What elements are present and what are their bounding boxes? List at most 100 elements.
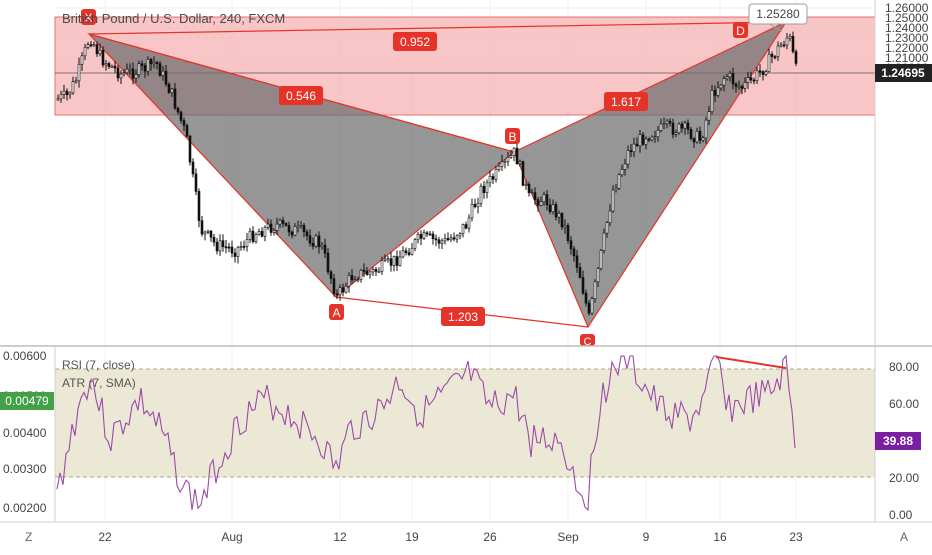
candle-body — [566, 225, 570, 241]
candle-body — [425, 232, 429, 235]
candle-body — [311, 242, 315, 247]
candle-body — [548, 204, 552, 213]
auto-scale-button[interactable]: A — [900, 530, 909, 544]
zoom-corner-button[interactable]: Z — [25, 530, 33, 544]
candle-body — [260, 231, 264, 237]
candle-body — [347, 275, 351, 287]
candle-body — [209, 230, 213, 238]
price-tick-label: 1.23000 — [885, 31, 929, 45]
candle-body — [59, 94, 63, 100]
candle-body — [794, 51, 798, 64]
ratio-label-ac: 1.203 — [441, 307, 485, 326]
candle-body — [416, 234, 420, 240]
candle-body — [437, 239, 441, 244]
svg-text:1.617: 1.617 — [611, 95, 641, 109]
candle-body — [623, 163, 627, 170]
candle-body — [731, 73, 735, 85]
atr-indicator-label[interactable]: ATR (7, SMA) — [62, 376, 136, 390]
candle-body — [716, 87, 720, 96]
rsi-tick-label: 80.00 — [889, 360, 919, 374]
candle-body — [170, 88, 174, 93]
candle-body — [215, 241, 219, 252]
rsi-tick-label: 0.00 — [889, 508, 913, 522]
candle-body — [332, 278, 336, 295]
candle-body — [545, 194, 549, 206]
time-tick-label: Aug — [221, 530, 242, 544]
candle-body — [494, 168, 498, 180]
candle-body — [104, 63, 108, 66]
candle-body — [374, 269, 378, 272]
candle-body — [359, 269, 363, 280]
candle-body — [770, 53, 774, 57]
candle-body — [722, 78, 726, 86]
candle-body — [440, 240, 444, 244]
candle-body — [206, 230, 210, 233]
candle-body — [143, 65, 147, 72]
candle-body — [197, 191, 201, 221]
candle-body — [533, 192, 537, 200]
candle-body — [257, 231, 261, 235]
candle-body — [242, 245, 246, 248]
candle-body — [626, 150, 630, 165]
rsi-indicator-label[interactable]: RSI (7, close) — [62, 358, 135, 372]
candle-body — [254, 234, 258, 242]
candle-body — [596, 268, 600, 283]
candle-body — [455, 235, 459, 240]
candle-body — [422, 232, 426, 239]
candle-body — [620, 169, 624, 176]
candle-body — [719, 84, 723, 89]
candle-body — [56, 98, 60, 101]
candle-body — [353, 279, 357, 282]
price-axis[interactable]: 1.260001.250001.240001.230001.220001.210… — [885, 1, 929, 75]
candle-body — [185, 125, 189, 137]
candle-body — [485, 182, 489, 193]
candle-body — [728, 73, 732, 78]
candle-body — [593, 281, 597, 299]
candle-body — [707, 111, 711, 121]
candle-body — [407, 252, 411, 255]
candle-body — [773, 56, 777, 59]
svg-text:C: C — [584, 336, 592, 348]
candle-body — [473, 203, 477, 208]
candle-body — [92, 44, 96, 47]
candle-body — [371, 269, 375, 273]
candle-body — [521, 161, 525, 186]
svg-text:B: B — [508, 130, 516, 144]
candle-body — [680, 123, 684, 129]
candle-body — [569, 240, 573, 250]
candle-body — [776, 45, 780, 57]
candle-body — [119, 73, 123, 79]
svg-text:1.25280: 1.25280 — [756, 7, 800, 21]
time-axis[interactable]: 22 Aug 12 19 26 Sep 9 16 23 — [98, 530, 803, 544]
svg-text:0.952: 0.952 — [400, 35, 430, 49]
candle-body — [410, 247, 414, 255]
candle-body — [590, 298, 594, 314]
candle-body — [110, 65, 114, 68]
candle-body — [71, 81, 75, 94]
candle-body — [434, 238, 438, 241]
candle-body — [83, 47, 87, 57]
candle-body — [524, 184, 528, 186]
svg-text:1.203: 1.203 — [448, 310, 478, 324]
candle-body — [74, 80, 78, 83]
time-tick-label: 26 — [483, 530, 497, 544]
candle-body — [152, 62, 156, 65]
candle-body — [239, 245, 243, 248]
candle-body — [560, 213, 564, 228]
candle-body — [275, 223, 279, 231]
candle-body — [629, 150, 633, 153]
candle-body — [377, 270, 381, 273]
candle-body — [182, 120, 186, 126]
candle-body — [176, 107, 180, 113]
candle-body — [536, 199, 540, 206]
candle-body — [278, 220, 282, 225]
rsi-current-tag: 39.88 — [875, 432, 921, 450]
atr-current-tag: 0.00479 — [0, 392, 54, 410]
candle-body — [734, 83, 738, 87]
atr-tick-label: 0.00400 — [3, 426, 47, 440]
candle-body — [392, 256, 396, 266]
chart-title: British Pound / U.S. Dollar, 240, FXCM — [62, 11, 286, 26]
